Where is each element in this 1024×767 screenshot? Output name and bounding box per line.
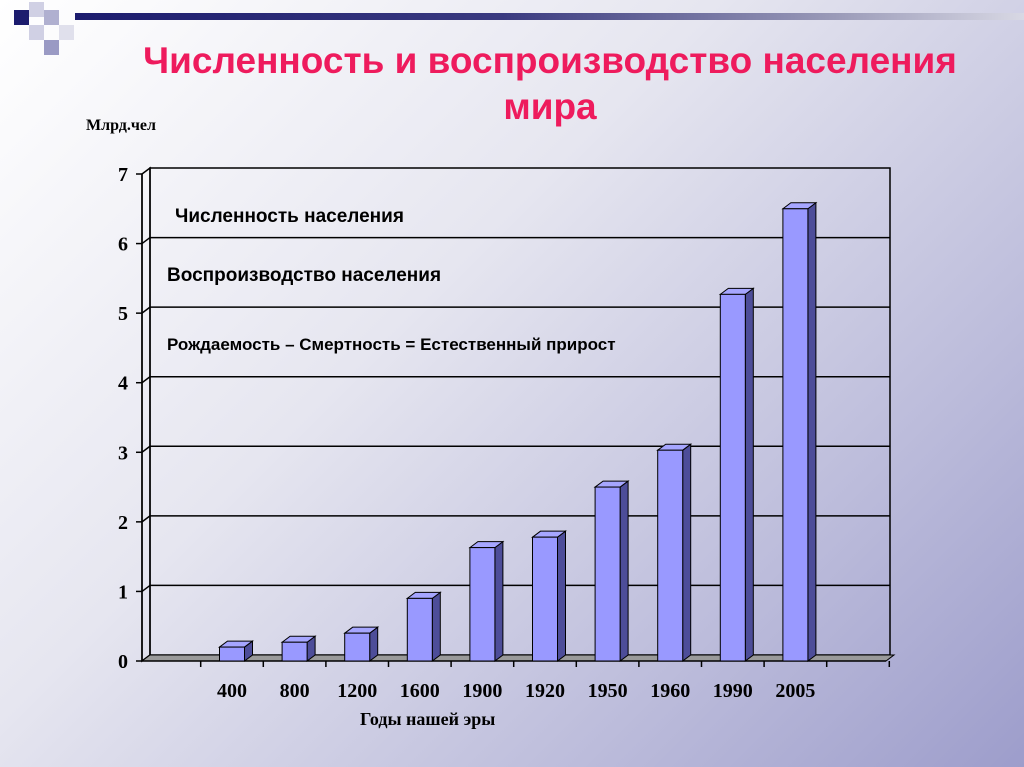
chart-floor — [140, 654, 896, 662]
x-tick-label-400: 400 — [217, 680, 247, 702]
x-tick-label-1950: 1950 — [588, 680, 628, 702]
header-square-dark — [14, 10, 29, 25]
bar-400 — [219, 646, 245, 662]
gridline-side — [141, 515, 151, 523]
bar-1960 — [657, 449, 684, 662]
bar-1950 — [594, 486, 621, 662]
bar-1920 — [532, 536, 558, 662]
header-square-light — [29, 2, 44, 17]
note-formula: Рождаемость – Смертность = Естественный … — [167, 335, 616, 354]
header-decoration — [0, 0, 1024, 60]
x-tick-label-1600: 1600 — [400, 680, 440, 702]
y-tick-label: 4 — [118, 373, 128, 395]
note-reproduction: Воспроизводство населения — [167, 265, 442, 286]
header-square-mid — [44, 40, 59, 55]
header-square-mid — [44, 10, 59, 25]
y-axis-unit-label: Млрд.чел — [86, 117, 156, 134]
title-line-1: Численность и воспроизводство населения — [143, 40, 957, 81]
gridline-side — [141, 445, 151, 453]
note-population: Численность населения — [175, 206, 404, 227]
x-axis-title: Годы нашей эры — [360, 709, 496, 729]
x-tick-label-1990: 1990 — [713, 680, 753, 702]
slide-title: Численность и воспроизводство населения … — [0, 38, 1024, 130]
bar-side-1920 — [557, 530, 566, 662]
header-square-light — [29, 25, 44, 40]
bar-2005 — [782, 208, 809, 662]
x-tick-label-1920: 1920 — [525, 680, 565, 702]
y-tick-label: 7 — [118, 164, 128, 186]
y-tick-label: 3 — [118, 442, 128, 464]
y-tick-label: 2 — [118, 512, 128, 534]
gridline-side — [141, 584, 151, 593]
chart-back-wall — [149, 167, 891, 656]
bar-side-1990 — [744, 287, 754, 662]
bar-1600 — [406, 597, 433, 662]
x-tick-label-2005: 2005 — [775, 680, 815, 702]
gridline-side — [141, 236, 151, 245]
bar-side-1950 — [619, 480, 629, 662]
x-tick-label-800: 800 — [280, 680, 310, 702]
y-tick-label: 1 — [118, 581, 128, 603]
y-tick-label: 6 — [118, 234, 128, 256]
x-tick-label-1200: 1200 — [337, 680, 377, 702]
gridline-side — [141, 376, 151, 384]
bar-side-1900 — [494, 540, 504, 662]
y-tick-label: 5 — [118, 303, 128, 325]
x-tick-label-1900: 1900 — [462, 680, 502, 702]
bar-side-1600 — [431, 591, 441, 662]
x-tick-label-1960: 1960 — [650, 680, 690, 702]
gridline-side — [141, 306, 151, 314]
bar-side-1960 — [682, 443, 692, 662]
bar-1200 — [344, 632, 371, 662]
title-line-2: мира — [503, 86, 597, 127]
y-tick-label: 0 — [118, 651, 128, 673]
header-line — [75, 13, 1024, 20]
bar-800 — [281, 641, 308, 662]
header-square-light — [59, 25, 74, 40]
bar-side-2005 — [807, 201, 817, 662]
bar-1900 — [469, 547, 496, 662]
bar-1990 — [719, 293, 746, 662]
